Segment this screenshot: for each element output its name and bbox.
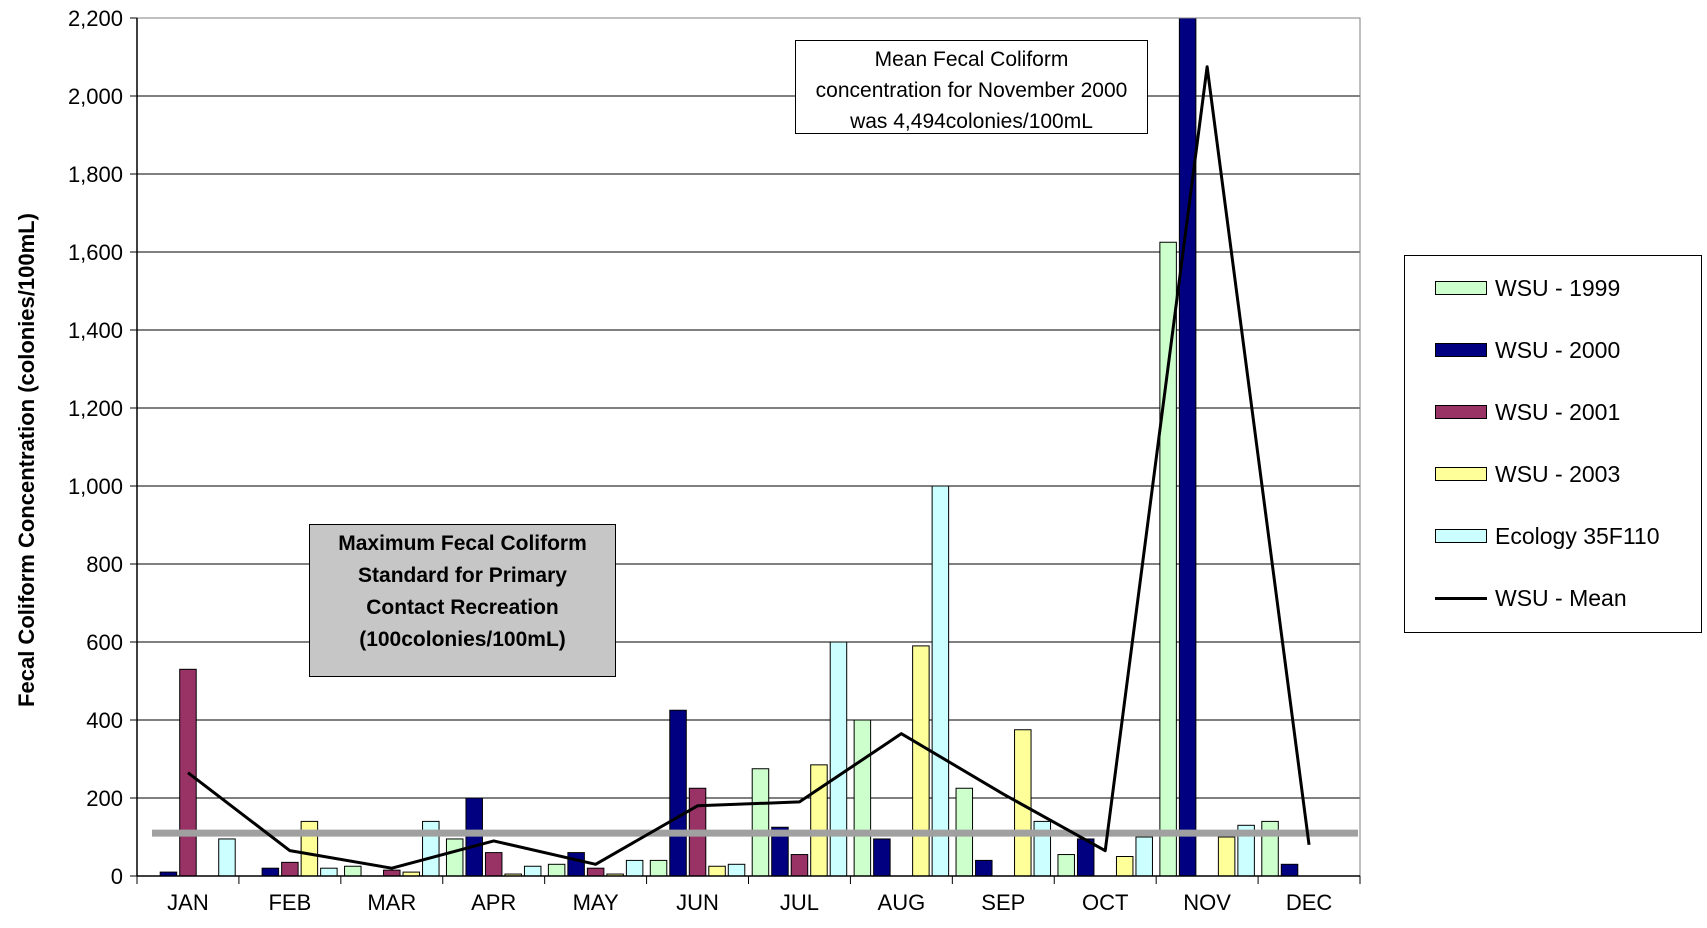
november-annotation-line: Mean Fecal Coliform bbox=[874, 48, 1069, 71]
x-tick-label: DEC bbox=[1286, 890, 1333, 915]
bar bbox=[218, 838, 236, 877]
legend-label: WSU - Mean bbox=[1495, 584, 1627, 611]
legend-label: Ecology 35F110 bbox=[1495, 522, 1660, 549]
legend-item: WSU - Mean bbox=[1435, 578, 1627, 618]
bar bbox=[727, 863, 746, 877]
legend-label: WSU - 2000 bbox=[1495, 336, 1621, 363]
bar bbox=[1115, 856, 1134, 877]
bar bbox=[1159, 241, 1177, 877]
x-tick-label: JAN bbox=[167, 890, 209, 915]
axes bbox=[130, 17, 1361, 884]
bar bbox=[465, 797, 483, 877]
y-tick-label: 1,200 bbox=[68, 396, 123, 421]
bar bbox=[320, 867, 338, 877]
bar bbox=[1178, 17, 1197, 877]
bar bbox=[829, 641, 848, 877]
bar bbox=[790, 854, 809, 877]
mean-line bbox=[187, 65, 1311, 870]
x-tick-label: NOV bbox=[1183, 890, 1231, 915]
standard-annotation: Maximum Fecal Coliform Standard for Prim… bbox=[309, 524, 616, 677]
legend-swatch bbox=[1435, 405, 1487, 419]
standard-annotation-line: Standard for Primary bbox=[358, 564, 567, 587]
bar bbox=[523, 865, 542, 877]
y-axis-label: Fecal Coliform Concentration (colonies/1… bbox=[14, 213, 39, 707]
bar bbox=[547, 863, 566, 877]
y-tick-label: 200 bbox=[86, 786, 123, 811]
y-tick-label: 400 bbox=[86, 708, 123, 733]
x-tick-label: OCT bbox=[1082, 890, 1128, 915]
x-tick-label: JUN bbox=[676, 890, 719, 915]
bar bbox=[261, 867, 280, 877]
bars bbox=[159, 17, 1299, 877]
bar bbox=[810, 764, 828, 877]
y-tick-label: 1,800 bbox=[68, 162, 123, 187]
bar bbox=[281, 861, 299, 877]
legend-swatch bbox=[1435, 281, 1487, 295]
november-annotation-line: was 4,494colonies/100mL bbox=[850, 110, 1093, 133]
bar bbox=[1033, 820, 1052, 877]
bar bbox=[300, 820, 319, 877]
standard-annotation-line: Maximum Fecal Coliform bbox=[338, 532, 587, 555]
x-tick-label: MAR bbox=[367, 890, 416, 915]
y-tick-label: 800 bbox=[86, 552, 123, 577]
bar bbox=[1261, 820, 1279, 877]
legend-label: WSU - 1999 bbox=[1495, 274, 1621, 301]
bar bbox=[1280, 863, 1299, 877]
legend-item: WSU - 2003 bbox=[1435, 454, 1620, 494]
y-tick-label: 0 bbox=[111, 864, 123, 889]
bar bbox=[931, 485, 950, 877]
legend-line-swatch bbox=[1435, 596, 1487, 600]
bar bbox=[422, 820, 440, 877]
legend-item: WSU - 2000 bbox=[1435, 330, 1620, 370]
x-tick-label: AUG bbox=[878, 890, 926, 915]
bar bbox=[975, 859, 993, 877]
legend-swatch bbox=[1435, 343, 1487, 357]
standard-annotation-line: (100colonies/100mL) bbox=[359, 628, 566, 651]
bar bbox=[586, 867, 605, 877]
legend: WSU - 1999 WSU - 2000 WSU - 2001 WSU - 2… bbox=[1404, 255, 1702, 633]
legend-label: WSU - 2003 bbox=[1495, 460, 1621, 487]
legend-item: WSU - 1999 bbox=[1435, 268, 1620, 308]
y-tick-label: 600 bbox=[86, 630, 123, 655]
bar bbox=[669, 709, 687, 877]
x-tick-label: FEB bbox=[268, 890, 311, 915]
bar bbox=[649, 859, 668, 877]
x-tick-label: MAY bbox=[573, 890, 619, 915]
y-tick-label: 1,600 bbox=[68, 240, 123, 265]
bar bbox=[912, 645, 930, 877]
bar bbox=[344, 865, 362, 877]
bar bbox=[708, 865, 726, 877]
bar bbox=[751, 768, 770, 877]
bar bbox=[1135, 836, 1153, 877]
november-annotation-line: concentration for November 2000 bbox=[815, 79, 1128, 102]
bar bbox=[873, 838, 891, 877]
tick-labels: 0 200 400 600 800 1,000 1,200 1,400 1,600 1,800 2,… bbox=[68, 6, 1332, 915]
legend-swatch bbox=[1435, 467, 1487, 481]
bar bbox=[567, 852, 585, 877]
bar bbox=[383, 869, 401, 877]
legend-label: WSU - 2001 bbox=[1495, 398, 1621, 425]
y-tick-label: 1,000 bbox=[68, 474, 123, 499]
november-annotation: Mean Fecal Coliform concentration for No… bbox=[795, 40, 1148, 134]
legend-item: WSU - 2001 bbox=[1435, 392, 1620, 432]
bar bbox=[853, 719, 872, 877]
bar bbox=[445, 838, 464, 877]
bar bbox=[484, 852, 503, 877]
y-tick-label: 2,000 bbox=[68, 84, 123, 109]
x-tick-label: SEP bbox=[981, 890, 1025, 915]
standard-annotation-line: Contact Recreation bbox=[366, 596, 559, 619]
mean-series-line bbox=[187, 65, 1311, 870]
legend-item: Ecology 35F110 bbox=[1435, 516, 1660, 556]
x-tick-label: APR bbox=[471, 890, 516, 915]
bar bbox=[625, 859, 644, 877]
x-tick-label: JUL bbox=[780, 890, 819, 915]
bar bbox=[1217, 836, 1236, 877]
y-tick-label: 1,400 bbox=[68, 318, 123, 343]
legend-swatch bbox=[1435, 529, 1487, 543]
bar bbox=[1057, 854, 1075, 877]
y-tick-label: 2,200 bbox=[68, 6, 123, 31]
